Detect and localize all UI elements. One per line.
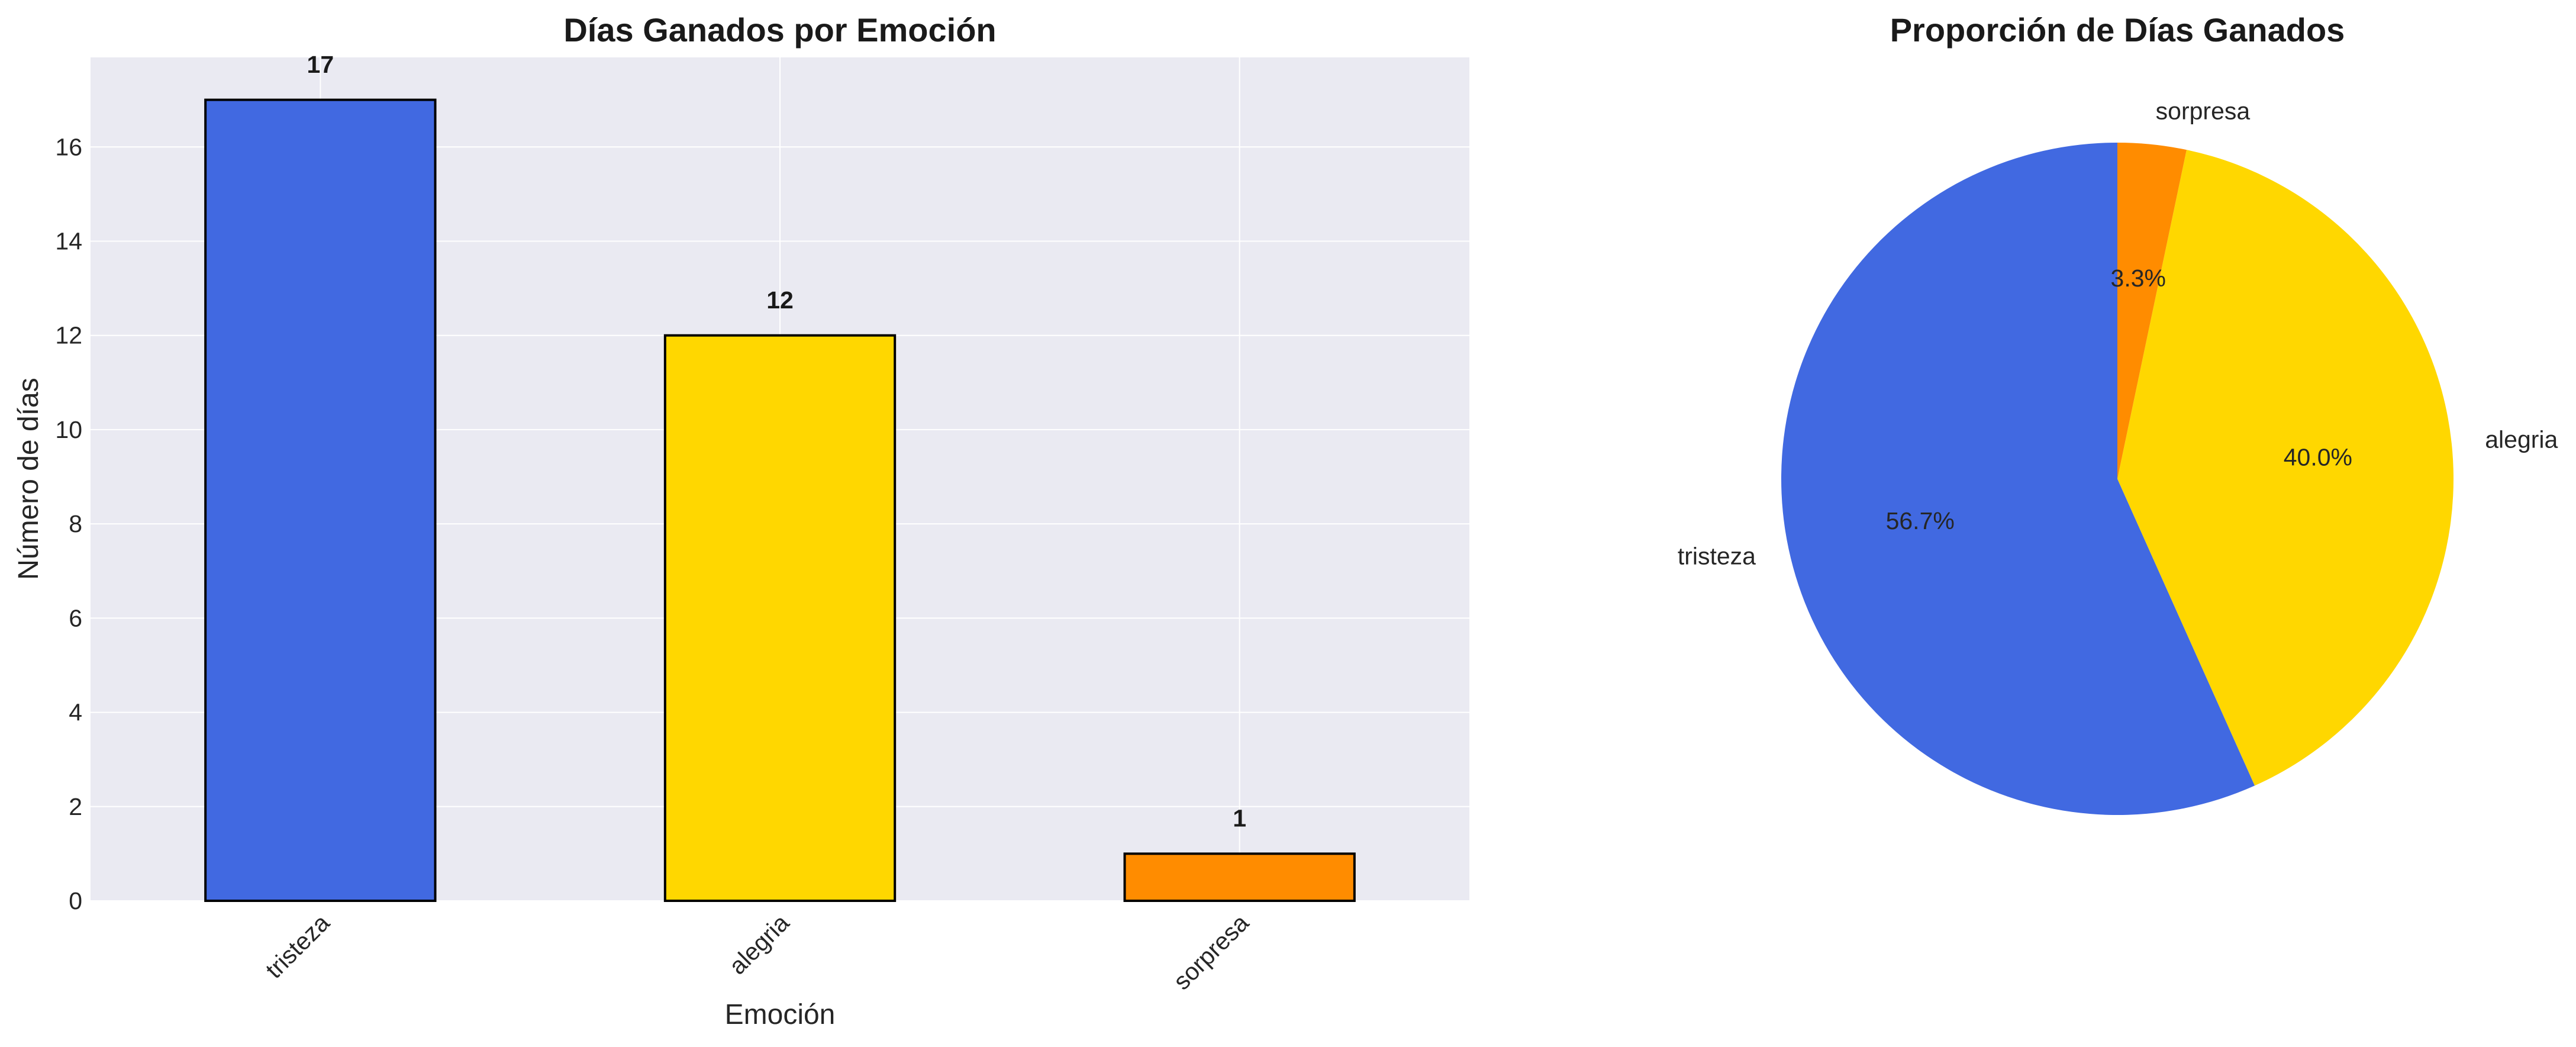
pie-percent-label: 3.3%: [2111, 265, 2166, 292]
bar-x-axis-label: Emoción: [725, 999, 836, 1030]
pie-label-tristeza: tristeza: [1678, 543, 1756, 570]
pie-slice-sorpresa: [2117, 143, 2187, 479]
y-tick-label: 16: [55, 133, 82, 160]
pie-slice-tristeza: [1781, 143, 2255, 815]
x-tick-label: tristeza: [260, 909, 335, 984]
pie-label-alegria: alegria: [2485, 426, 2558, 453]
pie-percent-label: 40.0%: [2284, 444, 2352, 471]
y-tick-label: 14: [55, 227, 82, 254]
pie-percent-label: 56.7%: [1886, 507, 1955, 534]
y-tick-label: 0: [69, 887, 82, 914]
bar-value-label: 17: [307, 51, 334, 78]
bar-y-axis-label: Número de días: [13, 378, 44, 580]
pie-slice-alegria: [2117, 150, 2454, 786]
pie-chart: Proporción de Días Ganados tristeza alegr…: [1678, 11, 2558, 815]
bar-alegria: [663, 334, 897, 902]
bar-value-labels: 17 12 1: [307, 51, 1247, 832]
bar-tristeza: [204, 98, 437, 902]
pie-slices: [1781, 143, 2454, 815]
bar-value-label: 12: [766, 286, 794, 314]
y-tick-label: 8: [69, 510, 82, 537]
pie-category-labels: tristeza alegria sorpresa: [1678, 98, 2558, 570]
y-tick-label: 6: [69, 604, 82, 632]
bar-sorpresa: [1123, 852, 1356, 903]
y-tick-label: 12: [55, 322, 82, 349]
y-tick-label: 4: [69, 699, 82, 726]
pie-percent-labels: 56.7% 40.0% 3.3%: [1886, 265, 2352, 534]
y-tick-label: 10: [55, 416, 82, 443]
bar-series: [204, 98, 1356, 903]
bar-chart-title: Días Ganados por Emoción: [563, 11, 996, 49]
y-tick-label: 2: [69, 793, 82, 820]
bar-value-label: 1: [1233, 805, 1246, 832]
pie-chart-title: Proporción de Días Ganados: [1890, 11, 2345, 49]
x-tick-label: sorpresa: [1168, 909, 1254, 995]
x-tick-label: alegria: [724, 909, 795, 980]
pie-label-sorpresa: sorpresa: [2156, 98, 2251, 125]
